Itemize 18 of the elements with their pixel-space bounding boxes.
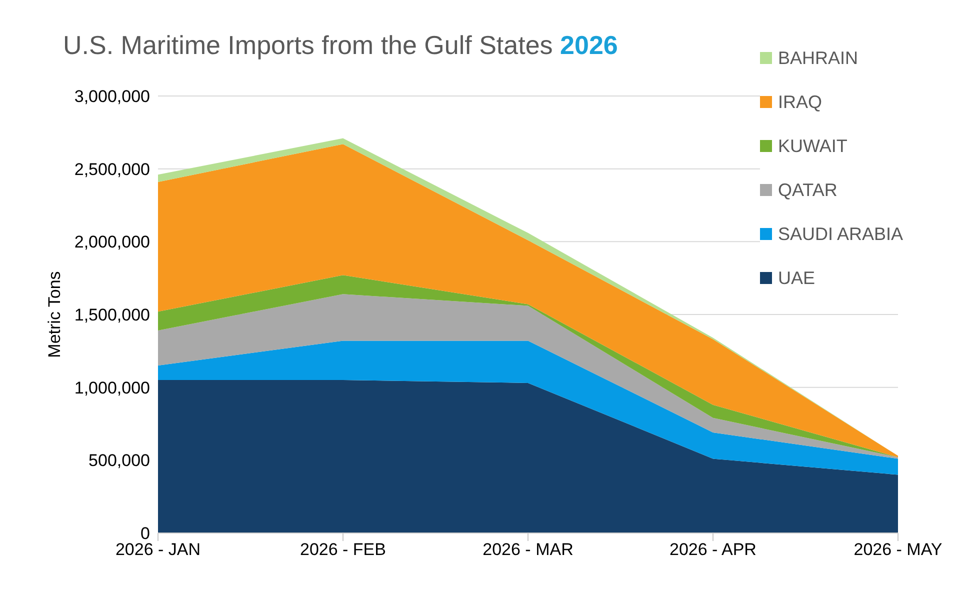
- y-axis-title: Metric Tons: [45, 271, 64, 358]
- x-tick-label: 2026 - MAR: [482, 540, 574, 560]
- y-tick-label: 1,000,000: [74, 378, 150, 398]
- chart-title: U.S. Maritime Imports from the Gulf States 2026: [63, 30, 618, 61]
- legend-label: KUWAIT: [778, 136, 848, 156]
- y-tick-label: 2,000,000: [74, 232, 150, 252]
- y-tick-label: 1,500,000: [74, 306, 150, 325]
- legend-label: SAUDI ARABIA: [778, 224, 904, 244]
- y-tick-label: 3,000,000: [74, 87, 150, 106]
- y-tick-label: 500,000: [88, 451, 150, 470]
- legend-label: BAHRAIN: [778, 48, 858, 68]
- x-tick-label: 2026 - FEB: [300, 540, 386, 560]
- legend-label: IRAQ: [778, 92, 822, 112]
- legend-label: UAE: [778, 268, 816, 288]
- y-tick-label: 2,500,000: [74, 160, 150, 179]
- x-tick-label: 2026 - APR: [670, 540, 756, 560]
- legend-label: QATAR: [778, 180, 838, 200]
- x-tick-label: 2026 - MAY: [854, 540, 942, 560]
